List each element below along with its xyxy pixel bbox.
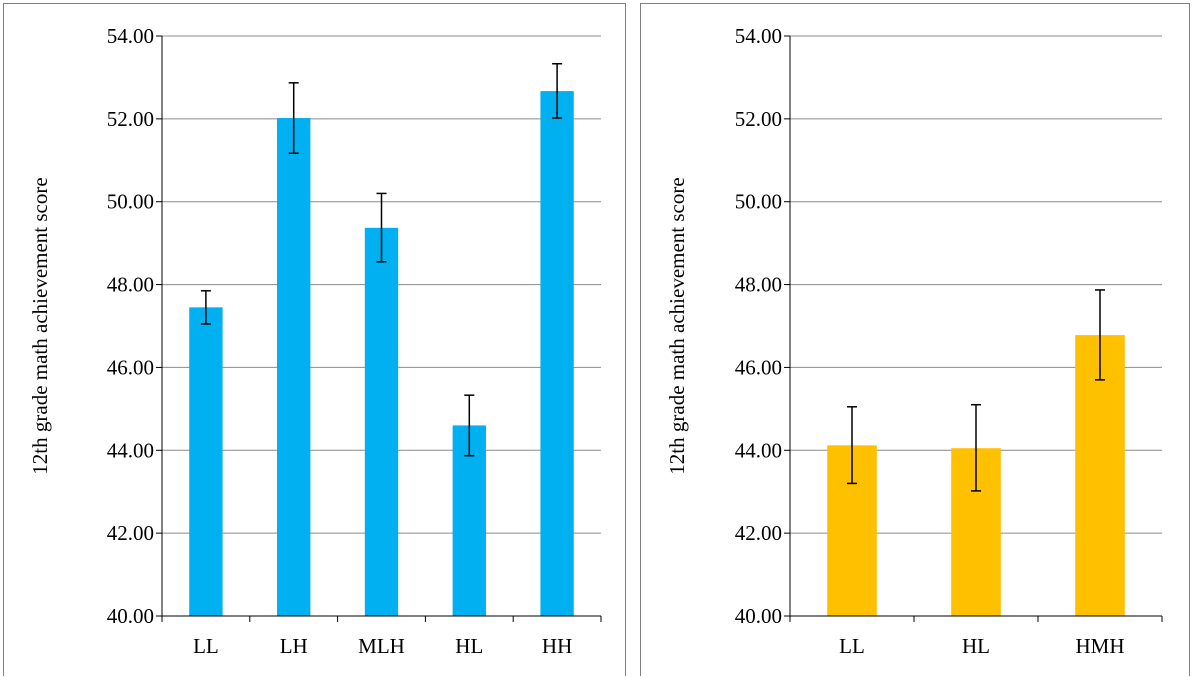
y-tick-label: 52.00 xyxy=(107,107,154,131)
x-tick-label: MLH xyxy=(358,634,405,658)
y-tick-label: 44.00 xyxy=(107,438,154,462)
y-tick-label: 42.00 xyxy=(107,521,154,545)
bar xyxy=(540,91,574,617)
x-tick-label: HL xyxy=(455,634,483,658)
y-tick-label: 48.00 xyxy=(735,273,782,297)
y-tick-label: 54.00 xyxy=(107,24,154,48)
x-tick-label: HMH xyxy=(1075,634,1124,658)
y-tick-label: 54.00 xyxy=(735,24,782,48)
left-chart-panel: 40.00 42.00 44.00 46.00 48.00 50.00 52.00 54.00… xyxy=(3,3,626,676)
y-tick-label: 42.00 xyxy=(735,521,782,545)
right-bar-chart: 40.00 42.00 44.00 46.00 48.00 50.00 52.00 54.00… xyxy=(665,24,1163,658)
left-bar-chart: 40.00 42.00 44.00 46.00 48.00 50.00 52.00 54.00… xyxy=(28,24,602,658)
x-tick-label: HL xyxy=(962,634,990,658)
y-tick-label: 40.00 xyxy=(735,604,782,628)
y-tick-label: 40.00 xyxy=(107,604,154,628)
x-tick-label: LL xyxy=(193,634,219,658)
y-tick-label: 46.00 xyxy=(107,355,154,379)
bar xyxy=(1075,335,1125,616)
y-tick-label: 52.00 xyxy=(735,107,782,131)
bar xyxy=(277,118,311,617)
x-tick-label: LH xyxy=(280,634,308,658)
y-axis-label: 12th grade math achievement score xyxy=(665,177,689,474)
bar xyxy=(364,227,399,617)
y-tick-label: 44.00 xyxy=(735,438,782,462)
y-tick-label: 50.00 xyxy=(735,190,782,214)
y-axis-label: 12th grade math achievement score xyxy=(28,177,52,474)
bar xyxy=(189,307,223,616)
x-tick-label: LL xyxy=(839,634,865,658)
right-chart-panel: 40.00 42.00 44.00 46.00 48.00 50.00 52.00 54.00… xyxy=(640,3,1190,676)
x-tick-label: HH xyxy=(542,634,572,658)
y-tick-label: 46.00 xyxy=(735,355,782,379)
y-tick-label: 50.00 xyxy=(107,190,154,214)
bar xyxy=(452,425,486,616)
y-tick-label: 48.00 xyxy=(107,273,154,297)
